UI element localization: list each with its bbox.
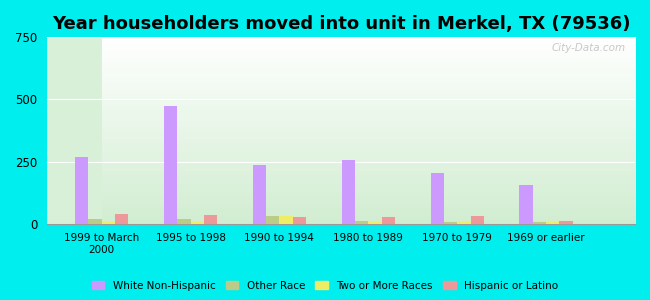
Bar <box>164 106 177 224</box>
Legend: White Non-Hispanic, Other Race, Two or More Races, Hispanic or Latino: White Non-Hispanic, Other Race, Two or M… <box>88 277 562 295</box>
Bar <box>533 222 546 224</box>
Bar <box>444 222 457 224</box>
Title: Year householders moved into unit in Merkel, TX (79536): Year householders moved into unit in Mer… <box>52 15 630 33</box>
Text: City-Data.com: City-Data.com <box>552 43 626 53</box>
Bar <box>88 219 101 224</box>
Bar <box>115 214 128 224</box>
Bar <box>355 221 369 224</box>
Bar <box>471 216 484 224</box>
Bar <box>190 222 204 224</box>
Bar <box>519 185 533 224</box>
Bar <box>430 173 444 224</box>
Bar <box>101 222 115 224</box>
Bar <box>177 219 190 224</box>
Bar <box>253 165 266 224</box>
Bar <box>266 216 280 224</box>
Bar <box>560 221 573 224</box>
Bar <box>342 160 355 224</box>
Bar <box>75 157 88 224</box>
Bar <box>280 216 292 224</box>
Bar <box>382 217 395 224</box>
Bar <box>292 217 306 224</box>
Bar <box>457 222 471 224</box>
Bar <box>369 222 382 224</box>
Bar <box>204 215 217 224</box>
Bar <box>546 222 560 224</box>
